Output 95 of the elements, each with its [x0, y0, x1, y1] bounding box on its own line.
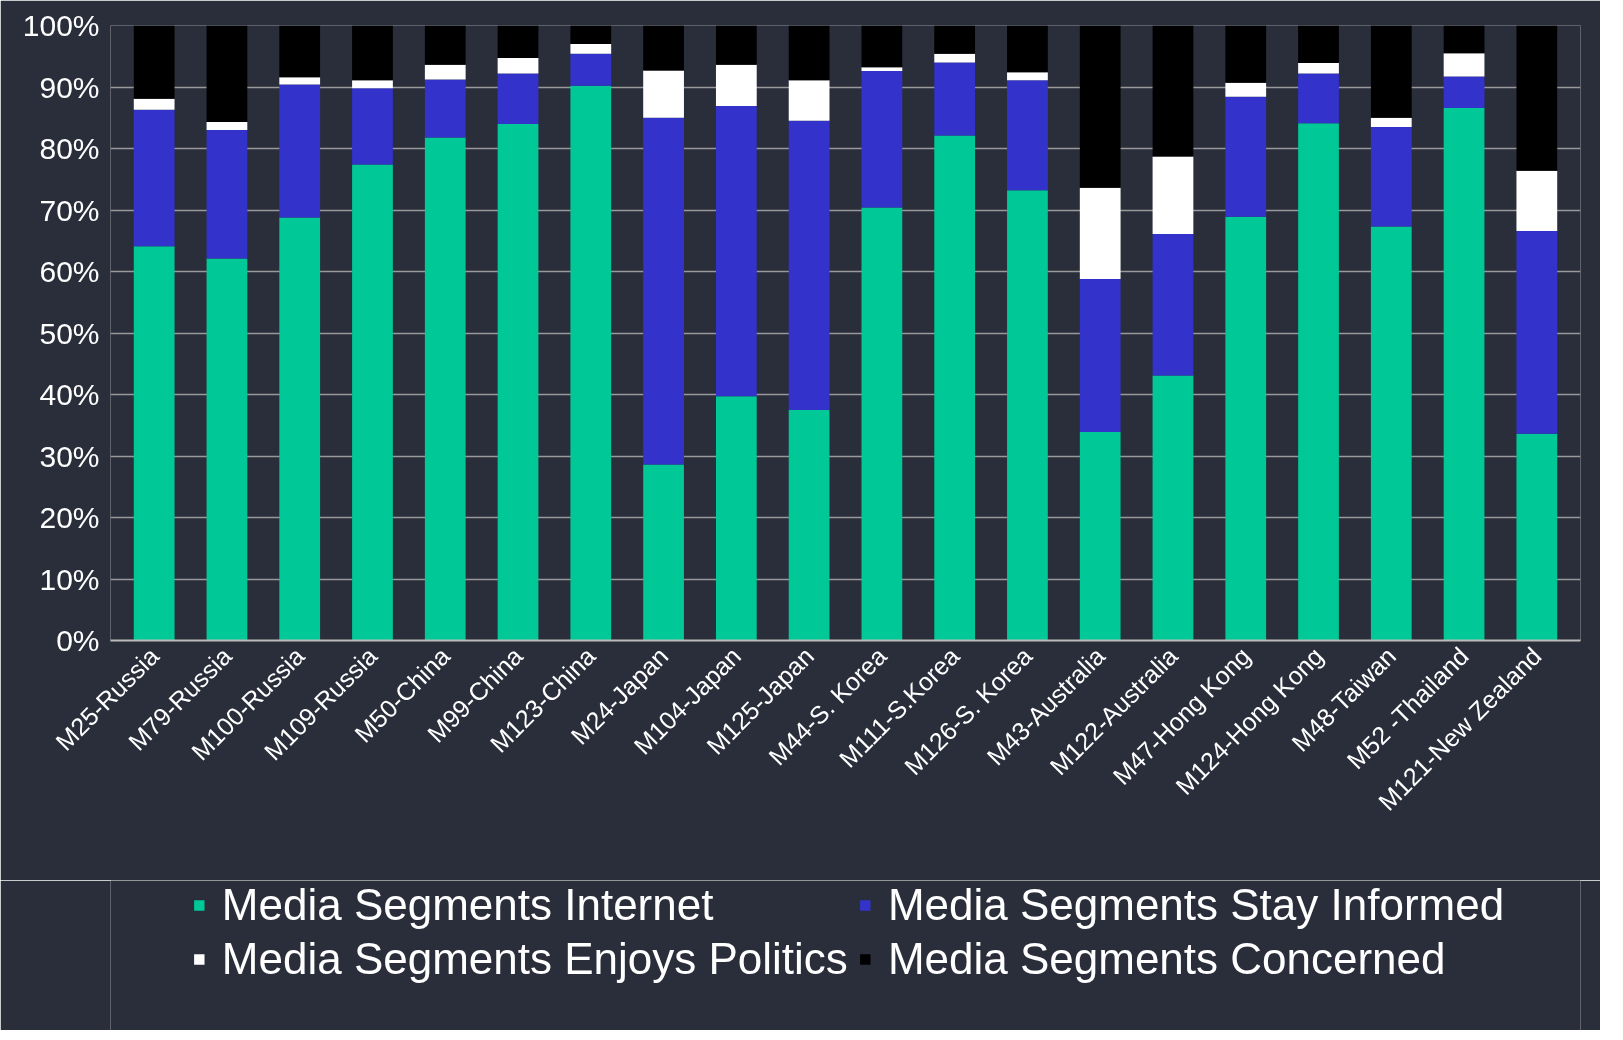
- bar: [1298, 25, 1339, 64]
- bar: [1079, 25, 1121, 188]
- bar: [279, 217, 321, 641]
- y-tick-label: 40%: [39, 378, 100, 411]
- legend-label: Media Segments Stay Informed: [887, 880, 1505, 930]
- bar: [1225, 216, 1267, 641]
- y-tick-label: 10%: [39, 562, 100, 596]
- bar: [715, 106, 757, 397]
- y-tick-label: 80%: [39, 132, 100, 165]
- bar: [352, 25, 393, 81]
- bar: [643, 70, 684, 118]
- bar: [788, 120, 830, 410]
- bar: [715, 25, 757, 65]
- bar: [788, 25, 830, 81]
- y-tick-label: 50%: [39, 316, 100, 350]
- bar: [133, 246, 175, 641]
- bar: [1079, 432, 1121, 641]
- bar: [1516, 230, 1558, 434]
- bar: [1152, 375, 1194, 641]
- bar: [570, 53, 612, 86]
- bar: [934, 62, 976, 136]
- y-tick-label: 30%: [39, 439, 100, 473]
- bar: [934, 25, 976, 54]
- bar: [1370, 117, 1412, 127]
- bar: [206, 130, 248, 259]
- bar: [1007, 72, 1048, 81]
- bar: [424, 79, 466, 138]
- bar: [1007, 25, 1048, 73]
- bar: [1007, 80, 1048, 191]
- bar: [1516, 170, 1558, 231]
- bar: [1079, 187, 1121, 279]
- bar: [352, 164, 393, 641]
- bar: [206, 258, 248, 641]
- legend-label: Media Segments Enjoys Politics: [221, 934, 848, 984]
- bar: [206, 25, 248, 123]
- bar: [1152, 156, 1194, 234]
- bar: [861, 71, 903, 208]
- bar: [424, 25, 466, 65]
- bar: [497, 25, 539, 59]
- bar: [643, 25, 684, 71]
- bar: [1298, 123, 1339, 641]
- bar: [643, 117, 684, 465]
- bar: [1079, 278, 1121, 433]
- bar: [1298, 63, 1339, 74]
- y-tick-label: 20%: [39, 501, 100, 534]
- legend-label: Media Segments Internet: [221, 880, 714, 930]
- bar: [497, 58, 539, 74]
- bar: [715, 396, 757, 641]
- bar: [352, 88, 393, 165]
- bar: [861, 67, 903, 72]
- y-tick-label: 70%: [39, 193, 100, 227]
- bar: [861, 25, 903, 68]
- bar: [1370, 226, 1412, 641]
- bar: [1225, 82, 1267, 97]
- bar: [1225, 25, 1267, 83]
- bar: [424, 137, 466, 641]
- y-tick-label: 0%: [56, 624, 100, 657]
- bar: [570, 25, 612, 44]
- bar: [1443, 76, 1485, 108]
- bar: [788, 80, 830, 121]
- bar: [279, 77, 321, 85]
- bar: [570, 85, 612, 641]
- bar: [1370, 25, 1412, 118]
- bar: [424, 64, 466, 80]
- bar: [497, 123, 539, 641]
- bar: [1516, 433, 1558, 641]
- bar: [497, 73, 539, 124]
- y-tick-label: 60%: [39, 255, 100, 288]
- bar: [206, 122, 248, 131]
- bar: [1152, 233, 1194, 376]
- bar: [279, 25, 321, 78]
- bar: [1443, 53, 1485, 77]
- bar: [1007, 190, 1048, 641]
- bar: [643, 464, 684, 641]
- bar: [934, 135, 976, 641]
- bar: [133, 98, 175, 110]
- bar: [1152, 25, 1194, 157]
- bar: [934, 53, 976, 63]
- bar: [570, 43, 612, 54]
- bar: [352, 80, 393, 89]
- bar: [279, 84, 321, 218]
- bar: [133, 25, 175, 99]
- y-tick-label: 100%: [22, 9, 100, 42]
- bar: [1516, 25, 1558, 171]
- bar: [1443, 107, 1485, 641]
- bar: [1298, 73, 1339, 124]
- bar: [133, 109, 175, 247]
- bar: [715, 64, 757, 107]
- bar: [788, 409, 830, 641]
- bar: [1370, 126, 1412, 227]
- bar: [1443, 25, 1485, 54]
- y-tick-label: 90%: [39, 70, 100, 104]
- legend-label: Media Segments Concerned: [887, 934, 1446, 984]
- bar: [1225, 96, 1267, 217]
- bar: [861, 207, 903, 641]
